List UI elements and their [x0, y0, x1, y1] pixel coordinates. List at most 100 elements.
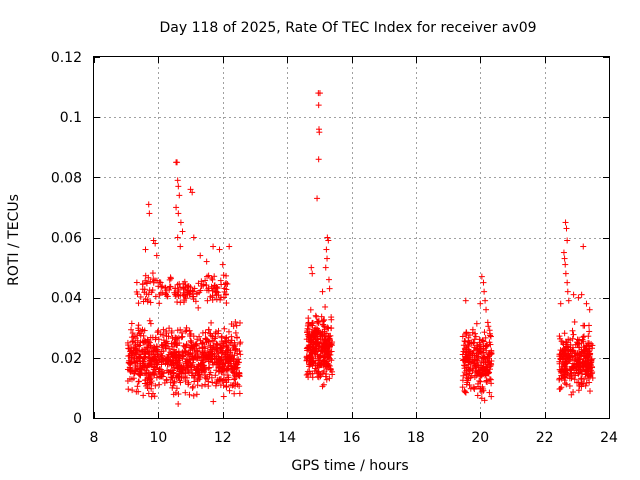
data-point [231, 376, 238, 383]
y-tick-labels: 0 0.02 0.04 0.06 0.08 0.1 0.12 [51, 50, 82, 427]
data-point [208, 283, 215, 290]
data-point [462, 389, 469, 396]
data-point [210, 398, 217, 405]
y-tick-label: 0.06 [51, 231, 82, 247]
data-point [130, 337, 137, 344]
data-point [572, 350, 579, 357]
data-point [578, 351, 585, 358]
data-point [556, 376, 563, 383]
data-point [189, 384, 196, 391]
data-point [171, 289, 178, 296]
data-point [485, 359, 492, 366]
data-point [129, 338, 136, 345]
data-point [126, 357, 133, 364]
data-point [152, 382, 159, 389]
data-point [129, 330, 136, 337]
data-point [572, 372, 579, 379]
data-point [205, 326, 212, 333]
data-point [187, 347, 194, 354]
data-point [188, 363, 195, 370]
data-point [326, 375, 333, 382]
data-point [580, 243, 587, 250]
data-point [138, 328, 145, 335]
data-point [152, 357, 159, 364]
data-point [155, 336, 162, 343]
y-tick-label: 0 [73, 411, 82, 427]
data-point [482, 297, 489, 304]
data-point [477, 378, 484, 385]
data-point [471, 330, 478, 337]
data-point [163, 357, 170, 364]
data-point [182, 389, 189, 396]
data-point [586, 306, 593, 313]
data-point [155, 327, 162, 334]
data-point [484, 319, 491, 326]
data-point [233, 334, 240, 341]
data-point [202, 374, 209, 381]
data-point [237, 351, 244, 358]
data-point [575, 356, 582, 363]
data-point [570, 291, 577, 298]
data-point [476, 377, 483, 384]
data-point [225, 337, 232, 344]
data-point [192, 370, 199, 377]
data-point [124, 339, 131, 346]
data-point [221, 325, 228, 332]
data-point [128, 354, 135, 361]
data-point [227, 347, 234, 354]
data-point [166, 286, 173, 293]
data-point [218, 357, 225, 364]
data-point [183, 324, 190, 331]
data-point [173, 362, 180, 369]
data-point [178, 366, 185, 373]
data-point [557, 335, 564, 342]
data-point [198, 382, 205, 389]
data-point [310, 341, 317, 348]
data-point [307, 354, 314, 361]
data-point [190, 383, 197, 390]
data-point [320, 357, 327, 364]
data-point [566, 357, 573, 364]
data-point [305, 345, 312, 352]
data-point [468, 340, 475, 347]
axis-ticks [94, 57, 610, 419]
data-point [199, 329, 206, 336]
data-point [316, 361, 323, 368]
data-point [185, 364, 192, 371]
data-point [197, 337, 204, 344]
data-point [326, 285, 333, 292]
data-point [153, 374, 160, 381]
data-point [312, 365, 319, 372]
data-point [565, 336, 572, 343]
data-point [478, 395, 485, 402]
data-point [208, 346, 215, 353]
data-point [216, 376, 223, 383]
data-point [325, 276, 332, 283]
data-point [194, 354, 201, 361]
data-point [558, 384, 565, 391]
data-point [308, 351, 315, 358]
data-point [220, 294, 227, 301]
data-point [488, 393, 495, 400]
data-point [156, 381, 163, 388]
data-point [179, 333, 186, 340]
data-point [236, 390, 243, 397]
data-point [228, 320, 235, 327]
x-tick-labels: 8 10 12 14 16 18 20 22 24 [90, 430, 618, 446]
data-point [487, 376, 494, 383]
data-point [326, 333, 333, 340]
data-point [125, 345, 132, 352]
data-point [582, 355, 589, 362]
data-point [135, 322, 142, 329]
data-point [177, 219, 184, 226]
data-point [175, 183, 182, 190]
data-point [218, 345, 225, 352]
data-point [481, 354, 488, 361]
data-point [570, 331, 577, 338]
data-point [188, 353, 195, 360]
data-point [173, 335, 180, 342]
data-point [142, 338, 149, 345]
data-point [133, 279, 140, 286]
data-point [143, 279, 150, 286]
